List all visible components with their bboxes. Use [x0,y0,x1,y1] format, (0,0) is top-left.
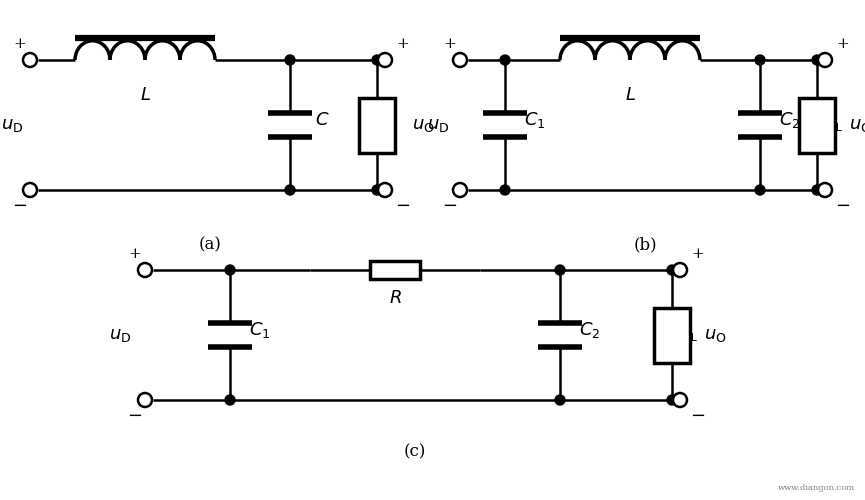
Bar [359,98,395,152]
Circle shape [812,185,822,195]
Circle shape [378,183,392,197]
Text: (b): (b) [633,236,657,254]
Circle shape [673,393,687,407]
Circle shape [138,263,152,277]
Circle shape [500,185,510,195]
Bar [799,98,835,152]
Text: $C_2$: $C_2$ [580,320,600,340]
Text: +: + [692,247,704,261]
Text: −: − [12,197,28,215]
Circle shape [667,265,677,275]
Circle shape [818,183,832,197]
Circle shape [818,53,832,67]
Circle shape [23,183,37,197]
Circle shape [755,55,765,65]
Text: www.diangon.com: www.diangon.com [778,484,855,492]
Circle shape [285,185,295,195]
Text: $u_\mathrm{O}$: $u_\mathrm{O}$ [703,326,727,344]
Text: +: + [444,37,457,51]
Text: $u_\mathrm{O}$: $u_\mathrm{O}$ [849,116,865,134]
Circle shape [667,395,677,405]
Circle shape [138,393,152,407]
Circle shape [225,265,235,275]
Text: $u_\mathrm{D}$: $u_\mathrm{D}$ [109,326,131,344]
Circle shape [372,55,382,65]
Text: $u_\mathrm{D}$: $u_\mathrm{D}$ [1,116,23,134]
Bar [370,261,420,279]
Bar [654,308,690,362]
Text: $R_\mathrm{L}$: $R_\mathrm{L}$ [825,116,843,134]
Circle shape [755,185,765,195]
Circle shape [285,55,295,65]
Circle shape [453,53,467,67]
Circle shape [673,263,687,277]
Text: $R$: $R$ [388,289,401,307]
Circle shape [555,395,565,405]
Circle shape [500,55,510,65]
Circle shape [812,55,822,65]
Circle shape [372,185,382,195]
Text: $u_\mathrm{D}$: $u_\mathrm{D}$ [426,116,449,134]
Text: +: + [129,247,141,261]
Text: −: − [836,197,850,215]
Text: −: − [690,407,706,425]
Text: $C_1$: $C_1$ [249,320,271,340]
Circle shape [378,53,392,67]
Circle shape [453,183,467,197]
Text: $R_\mathrm{L}$: $R_\mathrm{L}$ [680,326,698,344]
Text: +: + [397,37,409,51]
Text: $L$: $L$ [139,86,151,104]
Text: $C$: $C$ [315,111,330,129]
Text: $C_1$: $C_1$ [524,110,546,130]
Text: $u_\mathrm{O}$: $u_\mathrm{O}$ [412,116,434,134]
Text: (c): (c) [404,444,426,460]
Text: +: + [14,37,26,51]
Text: −: − [442,197,458,215]
Circle shape [555,265,565,275]
Text: $L$: $L$ [625,86,636,104]
Text: (a): (a) [199,236,221,254]
Circle shape [225,395,235,405]
Text: $C_2$: $C_2$ [779,110,801,130]
Text: +: + [836,37,849,51]
Circle shape [23,53,37,67]
Text: −: − [127,407,143,425]
Text: −: − [395,197,411,215]
